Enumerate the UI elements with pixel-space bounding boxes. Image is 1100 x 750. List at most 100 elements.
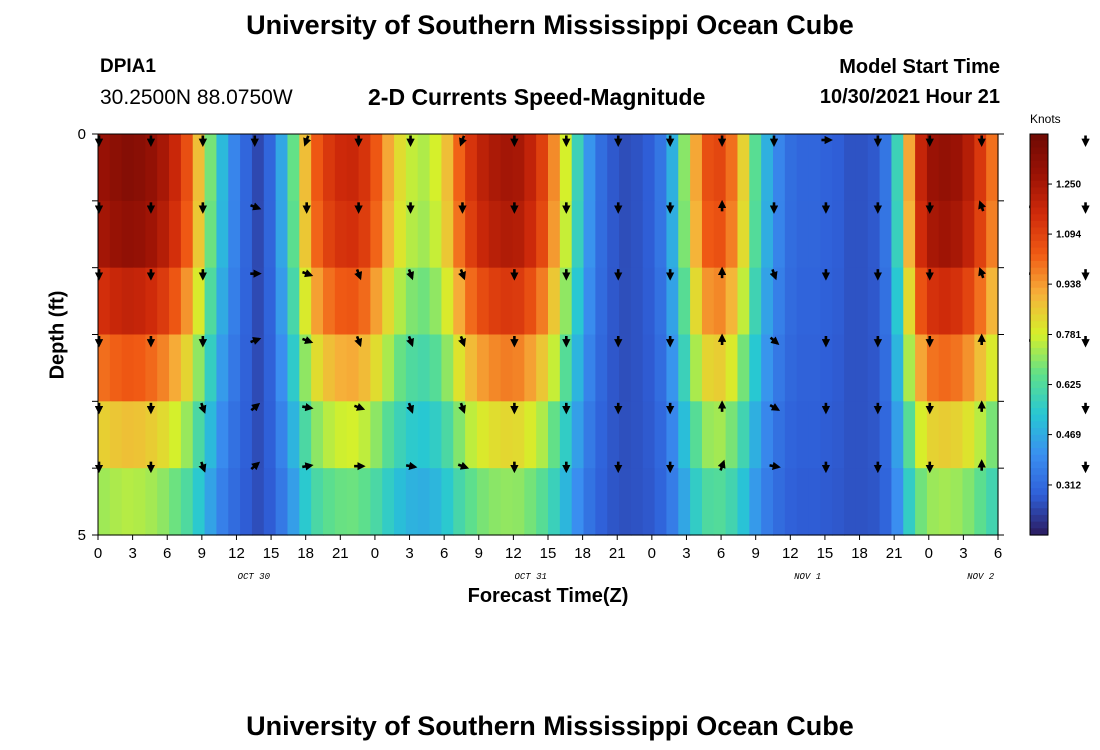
heatmap-cell bbox=[962, 468, 975, 536]
colorbar-segment bbox=[1030, 421, 1048, 429]
heatmap-cell bbox=[654, 334, 668, 402]
heatmap-cell bbox=[820, 200, 833, 269]
heatmap-cell bbox=[867, 134, 881, 202]
heatmap-cell bbox=[157, 200, 170, 269]
x-tick-label: 3 bbox=[959, 545, 967, 562]
heatmap-cell bbox=[867, 468, 881, 536]
heatmap-cell bbox=[299, 267, 312, 336]
heatmap-cell bbox=[938, 267, 952, 336]
colorbar-segment bbox=[1030, 220, 1048, 229]
current-arrow bbox=[406, 402, 414, 414]
heatmap-cell bbox=[334, 334, 348, 402]
heatmap-cell bbox=[737, 401, 750, 469]
heatmap-cell bbox=[938, 200, 952, 269]
x-tick-label: 12 bbox=[228, 545, 245, 562]
current-arrow bbox=[769, 461, 781, 471]
current-arrow bbox=[717, 459, 726, 471]
heatmap-cell bbox=[630, 334, 644, 402]
colorbar-segment bbox=[1030, 387, 1048, 396]
heatmap-cell bbox=[844, 200, 857, 269]
colorbar-segment bbox=[1030, 281, 1048, 289]
heatmap-cell bbox=[950, 267, 964, 336]
x-tick-label: 9 bbox=[475, 545, 483, 562]
heatmap-cell bbox=[417, 468, 431, 536]
colorbar-segment bbox=[1030, 367, 1048, 376]
colorbar-segment bbox=[1030, 501, 1048, 509]
heatmap-cell bbox=[251, 134, 265, 202]
heatmap-cell bbox=[311, 134, 324, 202]
heatmap-cell bbox=[476, 200, 490, 269]
heatmap-cell bbox=[950, 334, 964, 402]
heatmap-cell bbox=[548, 134, 561, 202]
heatmap-cell bbox=[524, 134, 537, 202]
colorbar-segment bbox=[1030, 247, 1048, 255]
heatmap-cell bbox=[358, 468, 371, 536]
heatmap-cell bbox=[334, 401, 348, 469]
heatmap-cell bbox=[796, 134, 810, 202]
heatmap-cell bbox=[180, 134, 194, 202]
heatmap-cell bbox=[654, 401, 668, 469]
heatmap-cell bbox=[157, 267, 170, 336]
x-tick-label: 6 bbox=[994, 545, 1002, 562]
heatmap-cell bbox=[524, 401, 537, 469]
heatmap-cell bbox=[962, 267, 975, 336]
heatmap-cell bbox=[595, 334, 608, 402]
heatmap-cell bbox=[713, 401, 727, 469]
heatmap-cell bbox=[773, 401, 786, 469]
current-arrow bbox=[458, 335, 466, 348]
heatmap-cell bbox=[133, 200, 146, 269]
colorbar-segment bbox=[1030, 240, 1048, 249]
colorbar-segment bbox=[1030, 200, 1048, 209]
heatmap-cell bbox=[192, 200, 206, 269]
colorbar-segment bbox=[1030, 294, 1048, 302]
heatmap-cell bbox=[157, 468, 170, 536]
heatmap-cell bbox=[701, 134, 715, 202]
colorbar-segment bbox=[1030, 347, 1048, 356]
current-arrow bbox=[978, 200, 987, 212]
heatmap-cell bbox=[879, 134, 893, 202]
page-title: University of Southern Mississippi Ocean… bbox=[246, 10, 854, 40]
heatmap-cell bbox=[251, 401, 265, 469]
heatmap-cell bbox=[548, 468, 561, 536]
colorbar-segment bbox=[1030, 408, 1048, 416]
heatmap-cell bbox=[394, 200, 407, 269]
colorbar-segment bbox=[1030, 180, 1048, 189]
heatmap-cell bbox=[926, 468, 940, 536]
heatmap-cell bbox=[145, 334, 158, 402]
heatmap-cell bbox=[358, 267, 371, 336]
heatmap-cell bbox=[986, 267, 999, 336]
heatmap-cell bbox=[394, 401, 407, 469]
heatmap-cell bbox=[607, 200, 620, 269]
heatmap-cell bbox=[251, 334, 265, 402]
heatmap-cell bbox=[642, 267, 656, 336]
heatmap-cell bbox=[749, 468, 762, 536]
heatmap-cell bbox=[133, 334, 146, 402]
colorbar-segment bbox=[1030, 341, 1048, 349]
colorbar-tick-label: 0.625 bbox=[1056, 380, 1081, 391]
heatmap-cell bbox=[666, 134, 679, 202]
model-start-label: Model Start Time bbox=[839, 56, 1000, 78]
heatmap-cell bbox=[476, 401, 490, 469]
colorbar-segment bbox=[1030, 274, 1048, 282]
heatmap-cell bbox=[275, 401, 289, 469]
heatmap-cell bbox=[346, 134, 360, 202]
heatmap-cell bbox=[287, 200, 300, 269]
current-arrow bbox=[302, 336, 314, 344]
heatmap-cell bbox=[867, 267, 881, 336]
heatmap-cell bbox=[974, 134, 987, 202]
heatmap-cell bbox=[619, 200, 632, 269]
heatmap-cell bbox=[299, 468, 312, 536]
x-axis-label: Forecast Time(Z) bbox=[467, 585, 629, 607]
heatmap-cell bbox=[548, 267, 561, 336]
heatmap-cell bbox=[796, 401, 810, 469]
heatmap-cell bbox=[405, 267, 419, 336]
heatmap-cell bbox=[737, 200, 750, 269]
colorbar-segment bbox=[1030, 508, 1048, 516]
colorbar-segment bbox=[1030, 334, 1048, 342]
heatmap-cell bbox=[263, 267, 277, 336]
heatmap-cell bbox=[796, 334, 810, 402]
heatmap-cell bbox=[607, 334, 620, 402]
current-arrow bbox=[198, 402, 207, 414]
heatmap-cell bbox=[169, 267, 182, 336]
heatmap-cell bbox=[725, 267, 739, 336]
